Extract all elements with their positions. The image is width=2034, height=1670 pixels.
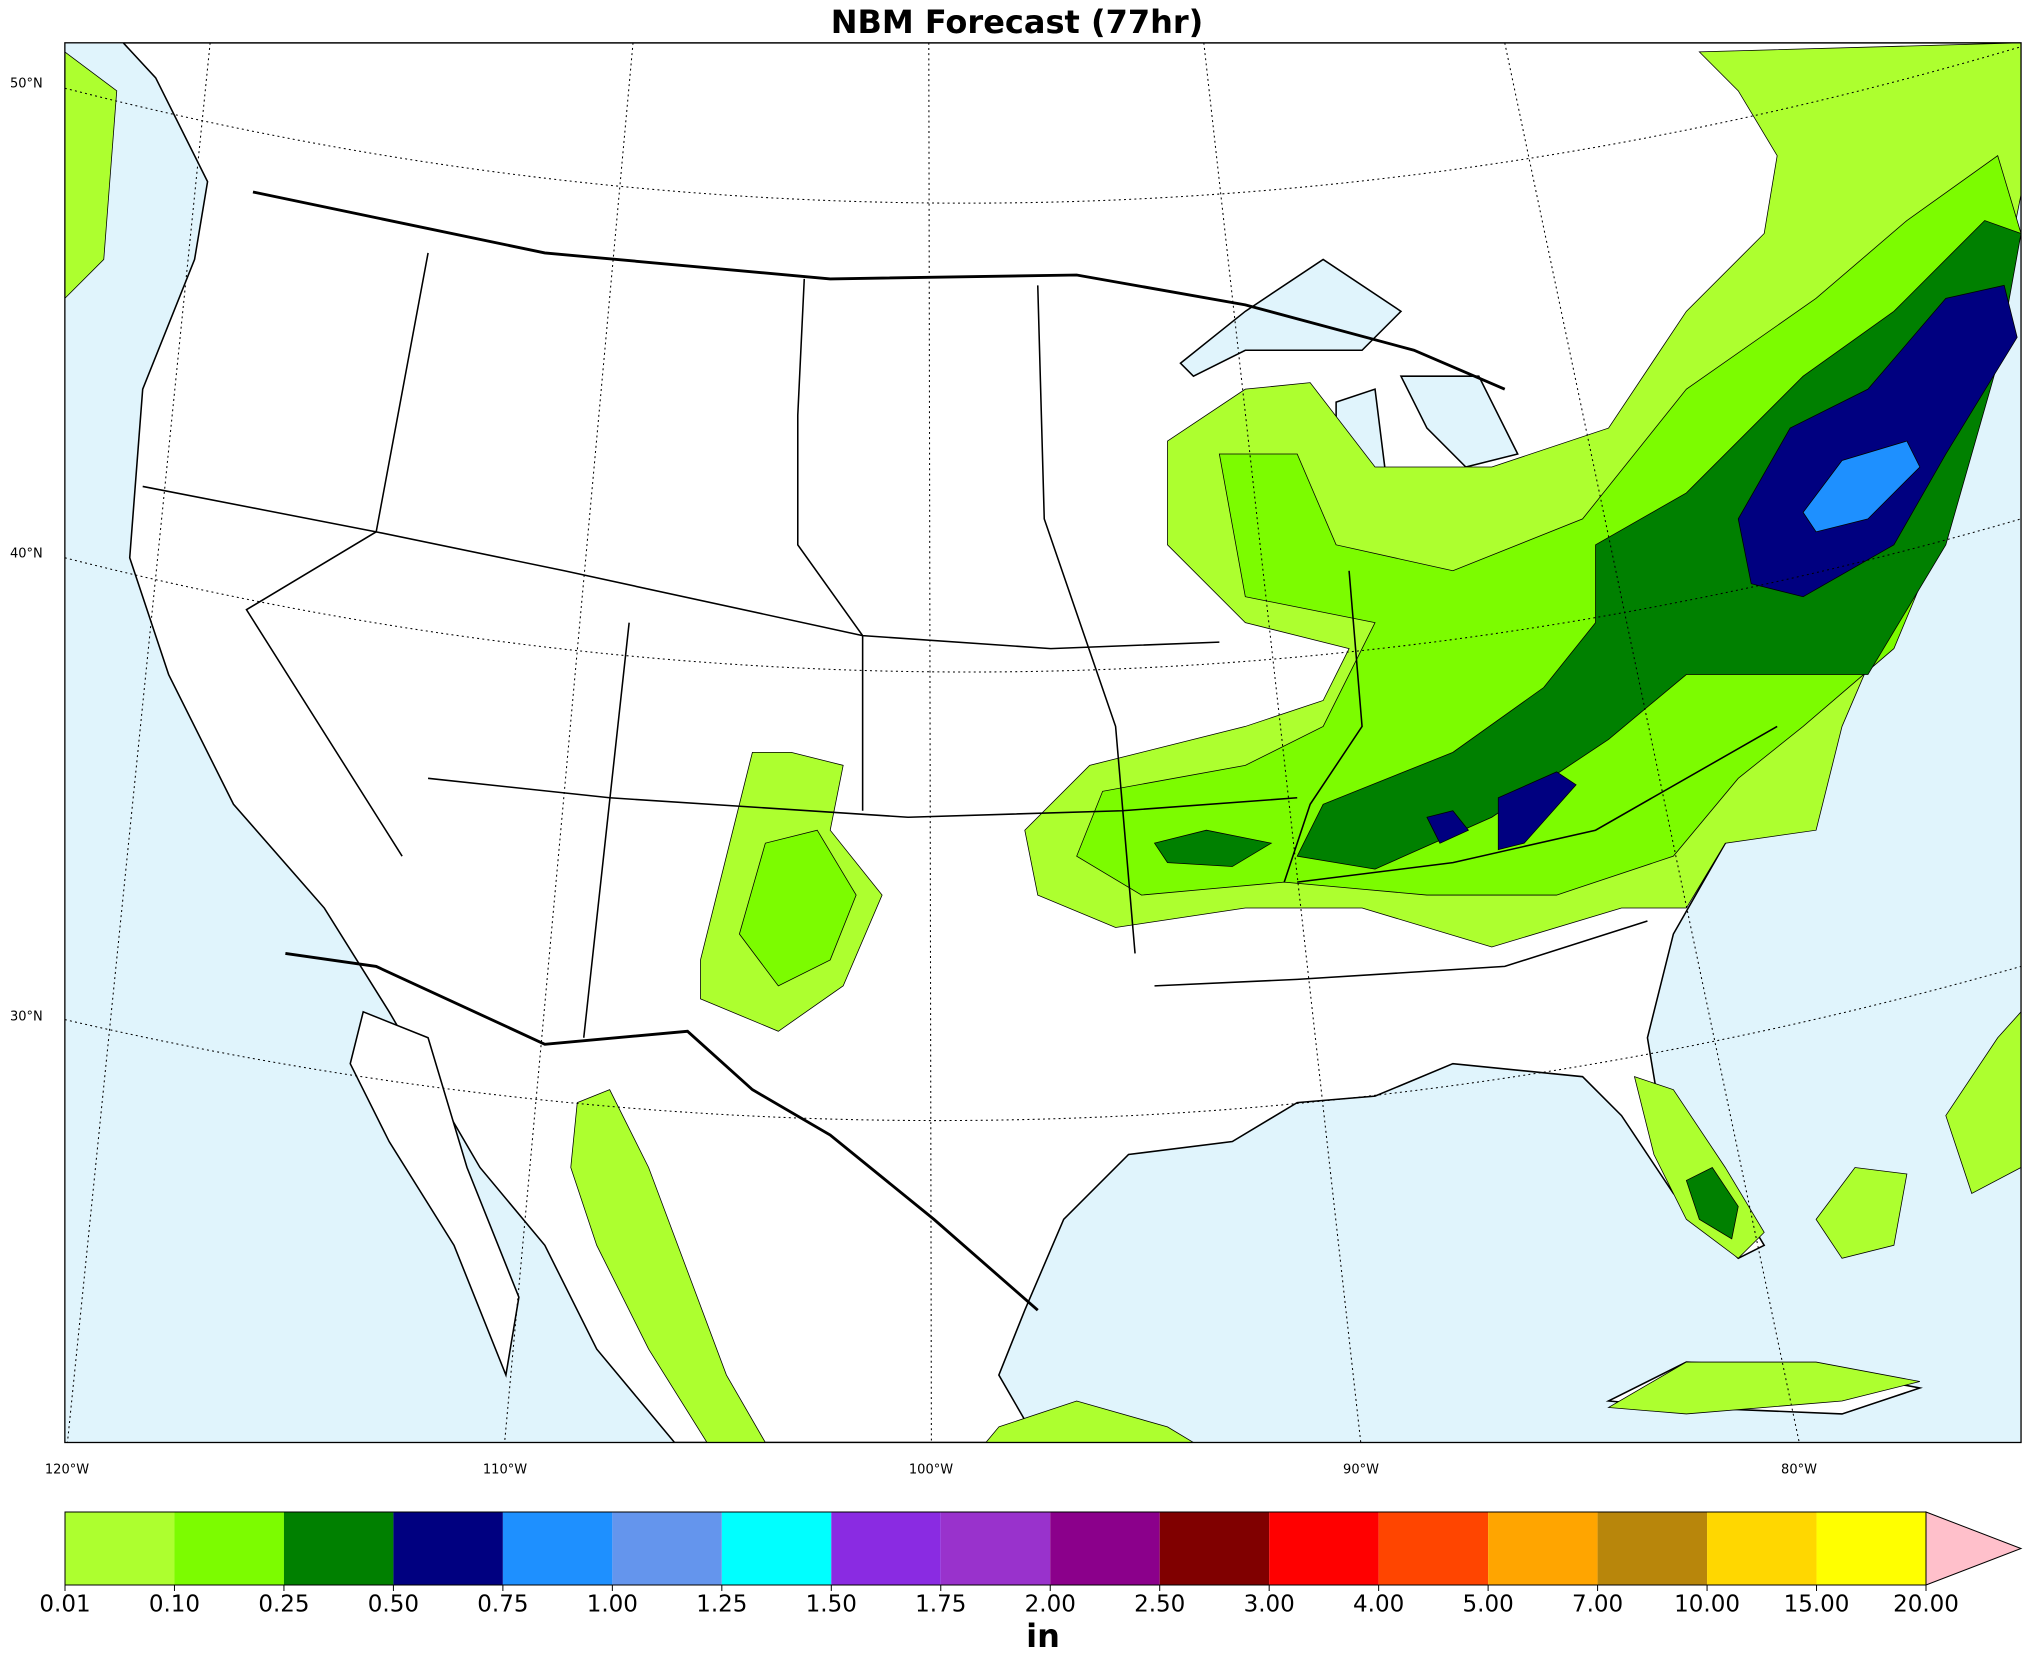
map [64,42,2022,1444]
colorbar-unit: in [1026,1617,1060,1655]
colorbar-tick-label: 20.00 [1893,1592,1959,1618]
lat-label: 50°N [10,77,43,92]
map-title: NBM Forecast (77hr) [831,3,1204,41]
colorbar-segment [721,1512,832,1585]
colorbar: 0.01 0.10 0.25 0.50 0.75 1.00 1.25 1.50 1.75 2.00… [39,1511,2023,1618]
colorbar-tick-label: 15.00 [1784,1592,1850,1618]
colorbar-segment [940,1512,1051,1585]
colorbar-tick-label: 3.00 [1244,1592,1295,1618]
map-frame [64,42,2022,1444]
colorbar-segment [831,1512,941,1585]
colorbar-extend [1925,1511,2023,1586]
colorbar-tick-label: 2.00 [1025,1592,1076,1618]
colorbar-tick-label: 1.25 [696,1592,747,1618]
colorbar-segment [1378,1512,1489,1585]
colorbar-segment [1707,1512,1817,1585]
baja [349,1010,520,1378]
colorbar-segment [1488,1512,1598,1585]
colorbar-tick-label: 1.00 [587,1592,638,1618]
colorbar-segment [1159,1512,1270,1585]
lon-label: 80°W [1781,1463,1817,1478]
colorbar-tick-label: 7.00 [1572,1592,1623,1618]
lon-label: 100°W [909,1463,953,1478]
colorbar-outline [64,1511,1927,1586]
colorbar-segment [1597,1512,1708,1585]
colorbar-tick-label: 0.50 [368,1592,419,1618]
lon-label: 110°W [483,1463,527,1478]
colorbar-segment [502,1512,613,1585]
colorbar-tick-label: 2.50 [1134,1592,1185,1618]
lon-label: 120°W [45,1463,89,1478]
graticule [64,42,2022,1443]
colorbar-segment [1269,1512,1379,1585]
colorbar-tick-label: 0.10 [149,1592,200,1618]
colorbar-segment [1050,1512,1160,1585]
colorbar-tick-label: 1.75 [915,1592,966,1618]
colorbar-segment [393,1512,503,1585]
lon-label: 90°W [1343,1463,1379,1478]
colorbar-segment [283,1512,394,1585]
precipitation [64,42,2022,1443]
colorbar-tick-label: 10.00 [1674,1592,1740,1618]
colorbar-segment [174,1512,284,1585]
colorbar-tick-label: 5.00 [1463,1592,1514,1618]
lake-huron [1399,375,1519,468]
lat-label: 30°N [10,1010,43,1025]
borders [142,190,1778,1312]
colorbar-tick-label: 1.50 [806,1592,857,1618]
colorbar-segment [1816,1512,1926,1585]
colorbar-tick-label: 0.75 [477,1592,528,1618]
colorbar-tick-label: 4.00 [1353,1592,1404,1618]
lat-label: 40°N [10,547,43,562]
colorbar-segment [612,1512,722,1585]
colorbar-tick-label: 0.01 [39,1592,90,1618]
colorbar-tick-label: 0.25 [258,1592,309,1618]
colorbar-segment [65,1512,175,1585]
